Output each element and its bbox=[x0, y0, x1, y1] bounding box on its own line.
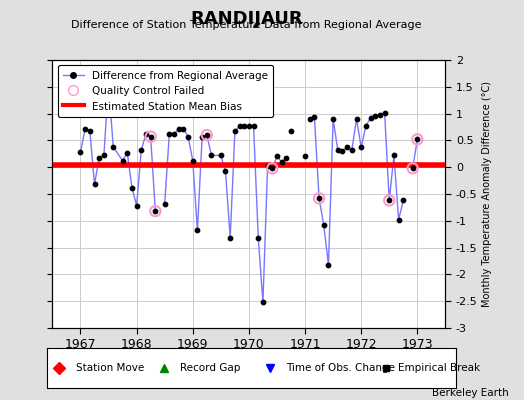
Point bbox=[137, 147, 146, 153]
Text: Station Move: Station Move bbox=[76, 363, 144, 373]
Point bbox=[315, 195, 323, 202]
Point bbox=[254, 235, 263, 241]
Point bbox=[315, 195, 323, 202]
Point bbox=[203, 132, 211, 138]
Point bbox=[142, 131, 150, 137]
Point bbox=[268, 165, 277, 172]
Point bbox=[100, 152, 108, 159]
Point bbox=[123, 150, 132, 156]
Point bbox=[385, 197, 394, 204]
Point bbox=[282, 155, 290, 161]
Legend: Difference from Regional Average, Quality Control Failed, Estimated Station Mean: Difference from Regional Average, Qualit… bbox=[58, 65, 273, 117]
Point bbox=[310, 114, 319, 120]
Point bbox=[109, 144, 117, 150]
Point bbox=[399, 197, 408, 204]
Text: Empirical Break: Empirical Break bbox=[398, 363, 480, 373]
Point bbox=[151, 208, 159, 214]
Point bbox=[81, 126, 89, 132]
Point bbox=[305, 116, 314, 122]
Text: Time of Obs. Change: Time of Obs. Change bbox=[286, 363, 395, 373]
Point bbox=[226, 235, 234, 241]
Point bbox=[151, 208, 159, 214]
Point bbox=[343, 144, 352, 150]
Text: RANDIJAUR: RANDIJAUR bbox=[190, 10, 302, 28]
Point bbox=[287, 128, 295, 134]
Point bbox=[385, 197, 394, 204]
Point bbox=[95, 154, 103, 161]
Point bbox=[390, 152, 398, 159]
Point bbox=[395, 216, 403, 223]
Point bbox=[413, 136, 421, 142]
Point bbox=[128, 184, 136, 191]
Point bbox=[409, 165, 417, 172]
Point bbox=[259, 299, 267, 306]
Point bbox=[352, 116, 361, 122]
Point bbox=[85, 128, 94, 134]
Point bbox=[198, 134, 206, 140]
Point bbox=[301, 153, 309, 160]
Point bbox=[184, 134, 192, 140]
Point bbox=[268, 165, 277, 172]
Point bbox=[179, 126, 188, 132]
Point bbox=[362, 123, 370, 129]
Point bbox=[221, 168, 230, 175]
Point bbox=[133, 202, 141, 209]
Point bbox=[77, 149, 85, 155]
Point bbox=[90, 181, 99, 188]
Point bbox=[371, 113, 379, 120]
Point bbox=[235, 123, 244, 129]
Point bbox=[231, 128, 239, 134]
Point bbox=[339, 148, 347, 154]
Point bbox=[170, 131, 178, 137]
Point bbox=[174, 126, 183, 132]
Point bbox=[413, 136, 421, 142]
Point bbox=[193, 227, 202, 234]
Point bbox=[104, 79, 113, 86]
Point bbox=[165, 131, 173, 137]
Point bbox=[320, 222, 328, 228]
Point bbox=[409, 165, 417, 172]
Point bbox=[203, 132, 211, 138]
Point bbox=[366, 115, 375, 121]
Point bbox=[240, 123, 248, 129]
Point bbox=[160, 200, 169, 207]
Text: Record Gap: Record Gap bbox=[180, 363, 241, 373]
Point bbox=[329, 116, 337, 122]
Point bbox=[147, 134, 155, 140]
Point bbox=[264, 163, 272, 169]
Text: Difference of Station Temperature Data from Regional Average: Difference of Station Temperature Data f… bbox=[71, 20, 421, 30]
Point bbox=[147, 134, 155, 140]
Point bbox=[245, 123, 253, 129]
Point bbox=[376, 112, 384, 118]
Y-axis label: Monthly Temperature Anomaly Difference (°C): Monthly Temperature Anomaly Difference (… bbox=[482, 81, 492, 307]
Point bbox=[347, 147, 356, 153]
Point bbox=[189, 158, 197, 164]
Point bbox=[249, 123, 258, 129]
Point bbox=[208, 152, 216, 159]
Point bbox=[334, 147, 342, 153]
Point bbox=[277, 159, 286, 165]
Point bbox=[380, 109, 389, 116]
Point bbox=[273, 153, 281, 160]
Point bbox=[216, 152, 225, 159]
Point bbox=[357, 144, 365, 150]
Point bbox=[324, 262, 333, 268]
Point bbox=[118, 158, 127, 164]
Text: Berkeley Earth: Berkeley Earth bbox=[432, 388, 508, 398]
